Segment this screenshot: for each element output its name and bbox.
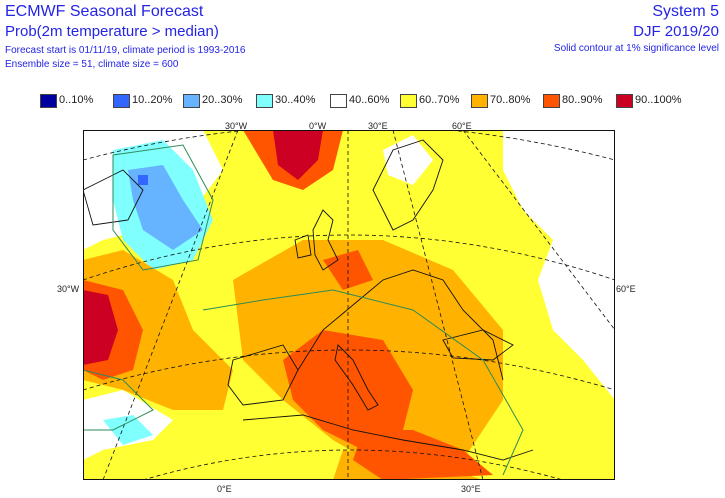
- season-label: DJF 2019/20: [633, 23, 719, 40]
- field-redorange-south: [353, 430, 493, 480]
- significance-contour: [112, 144, 214, 271]
- coast-uk: [312, 209, 339, 271]
- legend-swatch: [256, 94, 273, 108]
- parallel-60n: [83, 130, 615, 161]
- coast-ireland: [294, 234, 312, 259]
- significance-note: Solid contour at 1% significance level: [553, 43, 719, 54]
- tick-top-0w: 0°W: [309, 121, 327, 131]
- field-lightblue-nw: [128, 165, 203, 250]
- tick-right-60e: 60°E: [616, 284, 636, 294]
- legend-label: 0..10%: [59, 94, 94, 106]
- coast-north-africa: [242, 414, 534, 461]
- map-title: ECMWF Seasonal Forecast: [5, 3, 204, 20]
- legend-swatch: [471, 94, 488, 108]
- legend-label: 60..70%: [419, 94, 460, 106]
- legend-swatch: [40, 94, 57, 108]
- coast-black-sea: [442, 329, 514, 361]
- parallel-30n: [142, 449, 564, 480]
- legend-label: 20..30%: [202, 94, 243, 106]
- legend-label: 90..100%: [635, 94, 682, 106]
- legend-swatch: [330, 94, 347, 108]
- field-cyan-sw: [103, 415, 153, 445]
- legend-label: 80..90%: [562, 94, 603, 106]
- meridian-30e: [392, 130, 484, 480]
- tick-left-30w: 30°W: [57, 284, 80, 294]
- map-frame: [83, 130, 615, 480]
- parallel-50n: [83, 234, 615, 281]
- map-subtitle: Prob(2m temperature > median): [5, 23, 219, 40]
- legend-label: 30..40%: [275, 94, 316, 106]
- coast-iberia: [227, 344, 299, 406]
- tick-top-30w: 30°W: [225, 121, 248, 131]
- system-label: System 5: [652, 3, 719, 20]
- parallel-40n: [83, 349, 615, 391]
- field-darkred-atlantic: [273, 130, 323, 180]
- coast-italy: [334, 344, 379, 411]
- legend-swatch: [543, 94, 560, 108]
- legend-swatch: [113, 94, 130, 108]
- legend-label: 70..80%: [490, 94, 531, 106]
- legend-swatch: [400, 94, 417, 108]
- legend-label: 10..20%: [132, 94, 173, 106]
- field-white-ne2: [383, 135, 433, 185]
- tick-bottom-0e: 0°E: [217, 484, 232, 494]
- tick-top-30e: 30°E: [368, 121, 388, 131]
- significance-contour: [83, 369, 154, 431]
- field-white-ne: [503, 130, 615, 400]
- coast-scandinavia: [372, 139, 444, 231]
- coast-greenland: [83, 169, 144, 226]
- significance-contour: [202, 289, 524, 476]
- field-blue-nw: [138, 175, 148, 185]
- legend-swatch: [183, 94, 200, 108]
- tick-top-60e: 60°E: [452, 121, 472, 131]
- forecast-info: Forecast start is 01/11/19, climate peri…: [5, 45, 246, 56]
- legend-swatch: [616, 94, 633, 108]
- legend-label: 40..60%: [349, 94, 390, 106]
- field-darkred-west: [83, 290, 118, 365]
- ensemble-info: Ensemble size = 51, climate size = 600: [5, 59, 179, 70]
- probability-map: [83, 130, 615, 480]
- tick-bottom-30e: 30°E: [461, 484, 481, 494]
